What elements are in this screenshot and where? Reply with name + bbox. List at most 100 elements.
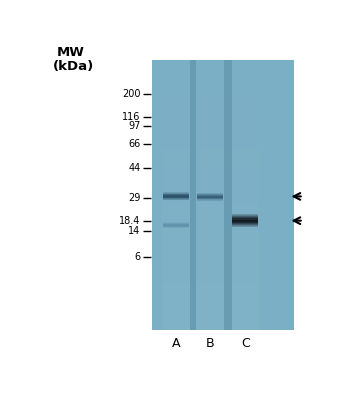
- Bar: [196, 316, 224, 323]
- Bar: [196, 108, 224, 114]
- Text: 6: 6: [135, 252, 141, 262]
- Text: 66: 66: [128, 139, 141, 149]
- Bar: [232, 222, 259, 229]
- Bar: [196, 94, 224, 101]
- Bar: [162, 296, 190, 303]
- Bar: [162, 148, 190, 155]
- Bar: [162, 283, 190, 289]
- Bar: [232, 256, 259, 262]
- Bar: [232, 141, 259, 148]
- Bar: [162, 310, 190, 316]
- Bar: [163, 192, 189, 193]
- Bar: [162, 229, 190, 236]
- Bar: [232, 74, 259, 80]
- Bar: [232, 214, 258, 215]
- Bar: [190, 60, 196, 330]
- Bar: [196, 283, 224, 289]
- Bar: [162, 303, 190, 310]
- Bar: [196, 215, 224, 222]
- Bar: [232, 188, 259, 195]
- Bar: [232, 303, 259, 310]
- Bar: [162, 222, 190, 229]
- Bar: [232, 323, 259, 330]
- Bar: [232, 215, 258, 216]
- Bar: [232, 94, 259, 101]
- Bar: [162, 121, 190, 128]
- Bar: [163, 196, 189, 197]
- Bar: [196, 182, 224, 188]
- Bar: [232, 289, 259, 296]
- Bar: [196, 256, 224, 262]
- Bar: [196, 222, 224, 229]
- Bar: [196, 148, 224, 155]
- Text: A: A: [172, 336, 180, 350]
- Bar: [162, 108, 190, 114]
- Bar: [232, 202, 259, 208]
- Bar: [163, 193, 189, 194]
- Bar: [196, 74, 224, 80]
- Bar: [197, 199, 223, 200]
- Bar: [232, 155, 259, 161]
- Bar: [232, 242, 259, 249]
- Bar: [232, 128, 259, 134]
- Bar: [162, 289, 190, 296]
- Bar: [197, 193, 223, 194]
- Bar: [162, 87, 190, 94]
- Bar: [197, 197, 223, 198]
- Bar: [232, 80, 259, 87]
- Bar: [232, 101, 259, 108]
- Bar: [232, 208, 259, 215]
- Bar: [232, 229, 259, 236]
- Bar: [196, 242, 224, 249]
- Bar: [197, 194, 223, 195]
- Text: B: B: [206, 336, 214, 350]
- Bar: [197, 195, 223, 196]
- Bar: [196, 87, 224, 94]
- Bar: [232, 283, 259, 289]
- Bar: [232, 224, 258, 225]
- Bar: [232, 60, 259, 67]
- Bar: [163, 197, 189, 198]
- Bar: [232, 220, 258, 221]
- Bar: [196, 134, 224, 141]
- Bar: [197, 200, 223, 201]
- Text: 97: 97: [128, 121, 141, 131]
- Bar: [196, 114, 224, 121]
- Bar: [196, 128, 224, 134]
- Bar: [232, 262, 259, 269]
- Text: 116: 116: [122, 112, 141, 122]
- Bar: [196, 262, 224, 269]
- Bar: [163, 227, 189, 228]
- Bar: [196, 276, 224, 283]
- Bar: [196, 80, 224, 87]
- Bar: [232, 269, 259, 276]
- Text: (kDa): (kDa): [53, 60, 94, 73]
- Text: 44: 44: [128, 163, 141, 173]
- Bar: [162, 208, 190, 215]
- Bar: [232, 296, 259, 303]
- Text: 18.4: 18.4: [119, 216, 141, 226]
- Bar: [196, 202, 224, 208]
- Bar: [162, 215, 190, 222]
- Bar: [163, 198, 189, 199]
- Text: MW: MW: [57, 46, 84, 59]
- Text: 29: 29: [128, 193, 141, 203]
- Bar: [163, 223, 189, 224]
- Bar: [162, 161, 190, 168]
- Bar: [162, 175, 190, 182]
- Text: 14: 14: [128, 226, 141, 236]
- Bar: [162, 242, 190, 249]
- Bar: [162, 256, 190, 262]
- Bar: [163, 224, 189, 225]
- Bar: [232, 87, 259, 94]
- Bar: [162, 188, 190, 195]
- Text: C: C: [241, 336, 250, 350]
- Bar: [196, 296, 224, 303]
- Bar: [162, 276, 190, 283]
- Bar: [162, 316, 190, 323]
- Bar: [196, 323, 224, 330]
- Bar: [162, 202, 190, 208]
- Bar: [232, 195, 259, 202]
- Bar: [232, 182, 259, 188]
- Bar: [162, 141, 190, 148]
